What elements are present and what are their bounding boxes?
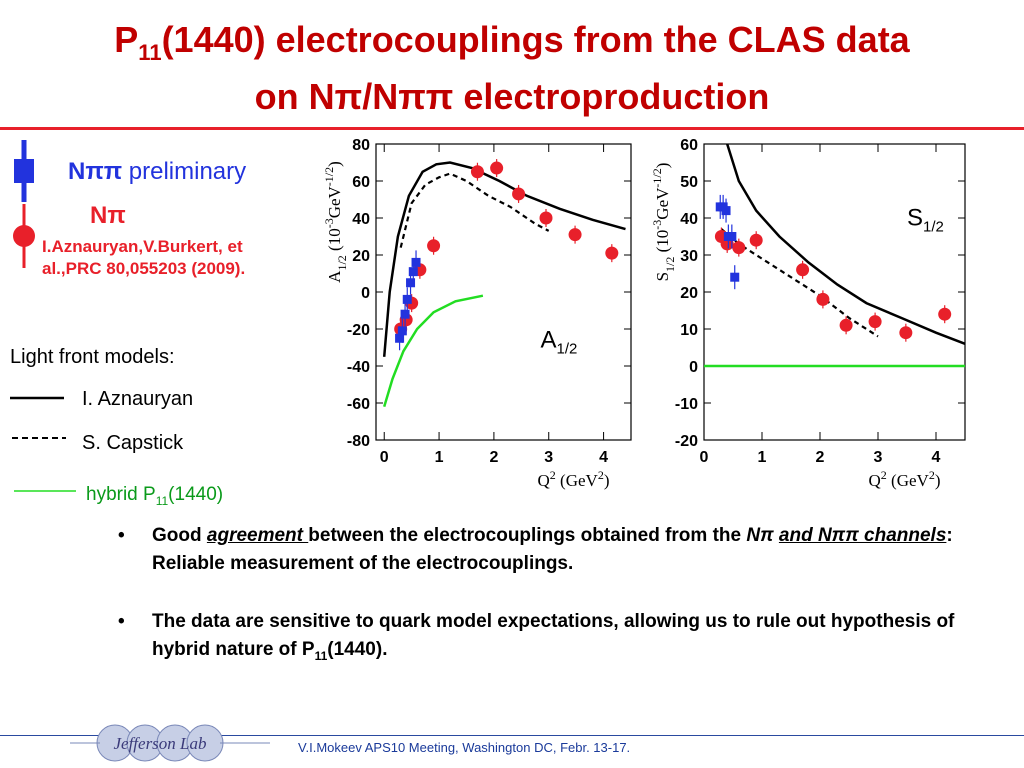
npipi-data-point <box>411 257 421 267</box>
npi-data-point <box>749 233 763 247</box>
light-front-title: Light front models: <box>10 346 175 368</box>
x-tick-label: 4 <box>932 449 941 466</box>
y-axis-label: S1/2 (10-3GeV-1/2) <box>650 163 677 282</box>
legend-markers <box>13 140 35 268</box>
reference-citation: I.Aznauryan,V.Burkert, et al.,PRC 80,055… <box>42 237 246 278</box>
y-tick-label: -80 <box>347 433 370 450</box>
y-tick-label: 10 <box>680 322 698 339</box>
npi-data-point <box>938 307 952 321</box>
x-tick-label: 1 <box>435 449 444 466</box>
npipi-data-point <box>395 333 405 343</box>
x-tick-label: 0 <box>700 449 709 466</box>
legend-npipi-label: Nππ preliminary <box>68 158 247 185</box>
npi-data-point <box>427 239 441 253</box>
x-tick-label: 0 <box>380 449 389 466</box>
npipi-data-point <box>408 267 418 277</box>
y-tick-label: 80 <box>352 137 370 154</box>
title-divider <box>0 127 1024 130</box>
bullet-1: • Good agreement between the electrocoup… <box>118 525 953 574</box>
model-line-samples <box>10 396 66 439</box>
chart-a12: 80 60 40 20 0 -20 -40 -60 -80 0 1 2 3 4 Q2 (GeV2) A1/2 … <box>322 137 632 490</box>
title-line-1: P11(1440) electrocouplings from the CLAS… <box>114 19 910 66</box>
npi-data-point <box>899 326 913 340</box>
capstick-curve <box>399 172 550 248</box>
y-tick-label: 20 <box>352 248 370 265</box>
npi-data-point <box>839 318 853 332</box>
npi-data-point <box>816 292 830 306</box>
hybrid-curve <box>383 294 484 408</box>
x-tick-label: 4 <box>599 449 608 466</box>
x-axis-label: Q2 (GeV2) <box>869 468 941 490</box>
footer-text: V.I.Mokeev APS10 Meeting, Washington DC,… <box>298 740 631 755</box>
y-tick-label: 20 <box>680 285 698 302</box>
npi-legend-circle <box>13 225 35 247</box>
npi-data-point <box>868 315 882 329</box>
npi-data-point <box>605 246 619 260</box>
npi-data-point <box>512 187 526 201</box>
npipi-data-point <box>402 294 412 304</box>
y-tick-label: -60 <box>347 396 370 413</box>
title-line-2: on Nπ/Nππ electroproduction <box>254 76 770 118</box>
npipi-legend-square <box>14 159 34 183</box>
panel-label: S1/2 <box>907 204 944 235</box>
npipi-data-point <box>721 206 731 216</box>
x-tick-label: 1 <box>758 449 767 466</box>
model-aznauryan-label: I. Aznauryan <box>82 388 194 410</box>
y-tick-label: -10 <box>675 396 698 413</box>
npipi-data-point <box>727 232 737 241</box>
hybrid-label: hybrid P11(1440) <box>86 484 224 508</box>
y-tick-label: 60 <box>680 137 698 154</box>
y-tick-label: 30 <box>680 248 698 265</box>
slide-title: P11(1440) electrocouplings from the CLAS… <box>0 18 1024 119</box>
bullet-2: • The data are sensitive to quark model … <box>118 611 955 663</box>
npi-data-point <box>490 161 504 175</box>
y-tick-label: 0 <box>361 285 370 302</box>
svg-text:Jefferson Lab: Jefferson Lab <box>113 734 206 753</box>
x-tick-label: 2 <box>489 449 498 466</box>
npi-data-point <box>539 211 553 225</box>
panel-label: A1/2 <box>541 327 578 358</box>
npipi-data-point <box>400 309 410 319</box>
legend-npi-label: Nπ <box>90 202 126 229</box>
y-tick-label: -20 <box>347 322 370 339</box>
jefferson-lab-logo: Jefferson Lab <box>70 724 270 762</box>
y-tick-label: 40 <box>680 211 698 228</box>
npipi-data-point <box>397 326 407 336</box>
x-tick-label: 3 <box>544 449 553 466</box>
x-tick-label: 3 <box>874 449 883 466</box>
aznauryan-curve <box>726 143 966 345</box>
npipi-data-point <box>406 278 416 288</box>
npi-data-point <box>796 263 810 277</box>
y-tick-label: 60 <box>352 174 370 191</box>
y-axis-label: A1/2 (10-3GeV-1/2) <box>322 161 349 283</box>
y-tick-label: 0 <box>689 359 698 376</box>
y-tick-label: -20 <box>675 433 698 450</box>
footer-divider <box>0 735 1024 736</box>
npi-data-point <box>470 165 484 179</box>
y-tick-label: -40 <box>347 359 370 376</box>
hybrid-line-sample <box>14 490 76 492</box>
aznauryan-curve <box>382 161 626 357</box>
bullet-list: • Good agreement between the electrocoup… <box>118 522 978 700</box>
capstick-curve <box>720 228 879 338</box>
npi-data-point <box>732 241 746 255</box>
npi-data-point <box>568 228 582 242</box>
npipi-data-point <box>730 272 740 282</box>
x-tick-label: 2 <box>816 449 825 466</box>
y-tick-label: 50 <box>680 174 698 191</box>
y-tick-label: 40 <box>352 211 370 228</box>
model-capstick-label: S. Capstick <box>82 432 184 454</box>
x-axis-label: Q2 (GeV2) <box>538 468 610 490</box>
